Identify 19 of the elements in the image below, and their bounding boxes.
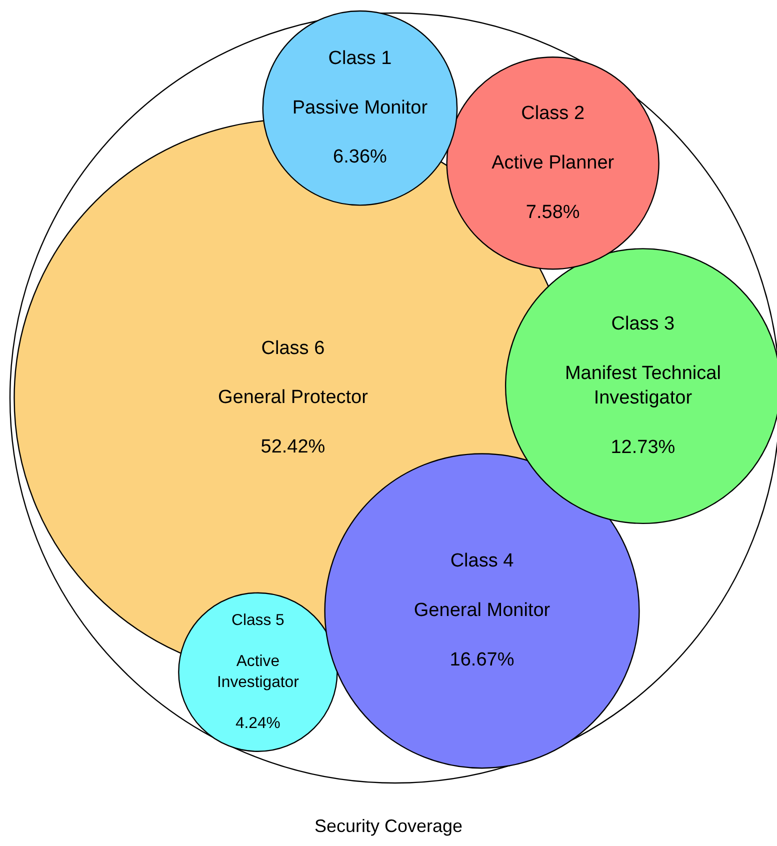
category-label: Active Planner	[492, 152, 615, 174]
category-label: Active Investigator	[216, 653, 300, 691]
data-label: 6.36%	[333, 146, 388, 168]
category-label: Passive Monitor	[292, 97, 428, 118]
text: Class 2	[521, 102, 585, 124]
category-label: General Protector	[218, 387, 369, 408]
data-label: 4.24%	[235, 715, 280, 732]
text: Security Coverage	[314, 816, 463, 836]
category-label: Manifest Technical Investigator	[564, 362, 721, 409]
text: Class 1	[328, 48, 392, 69]
text: Class 6	[261, 338, 325, 359]
text: Class 5	[232, 612, 284, 629]
data-label: 16.67%	[450, 650, 514, 671]
data-label: 52.42%	[260, 436, 326, 458]
text: Class 4	[450, 550, 514, 572]
data-label: 7.58%	[526, 202, 580, 223]
data-label: 12.73%	[610, 437, 676, 458]
category-label: General Monitor	[414, 600, 551, 622]
text: Class 3	[611, 314, 675, 335]
